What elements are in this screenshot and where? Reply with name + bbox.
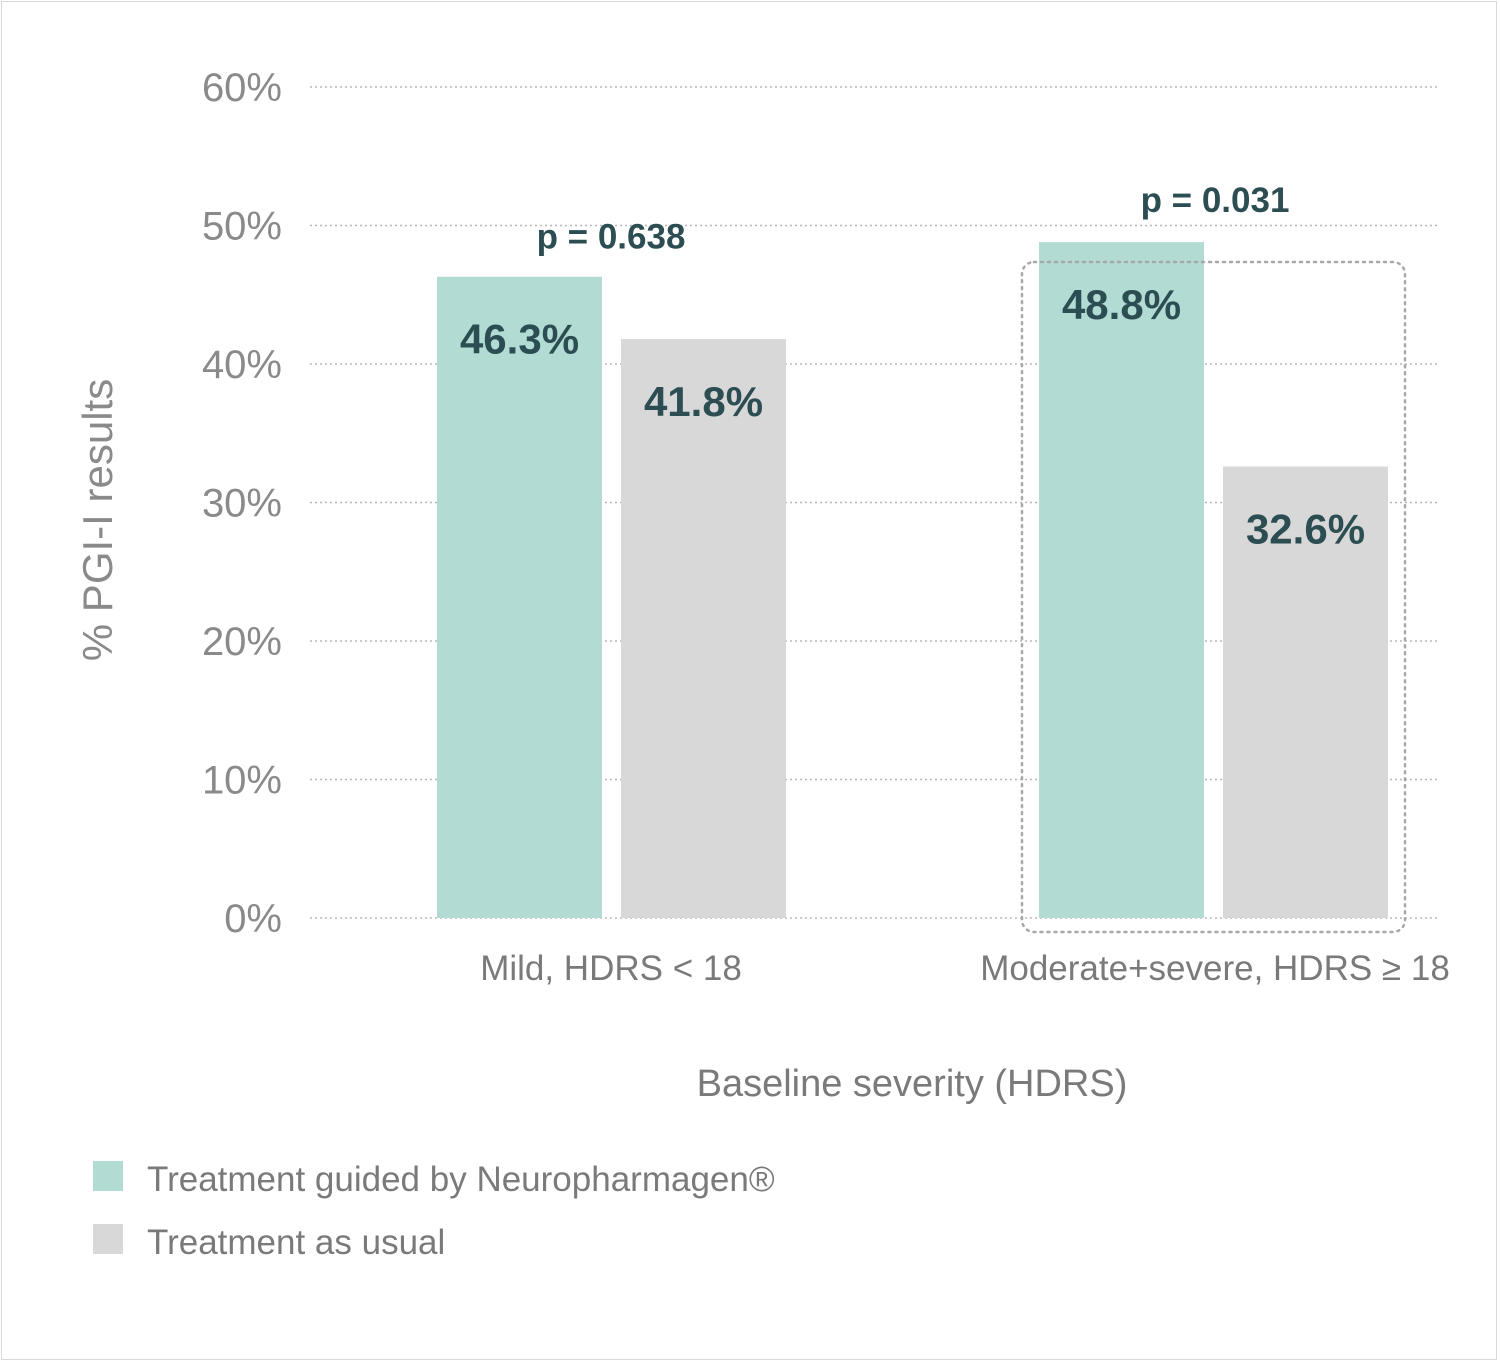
legend-swatch bbox=[93, 1224, 123, 1254]
bar bbox=[1039, 242, 1204, 918]
bars bbox=[93, 242, 1407, 1254]
y-tick-label: 20% bbox=[202, 620, 282, 664]
bar bbox=[437, 276, 602, 918]
y-tick-label: 40% bbox=[202, 343, 282, 387]
bar-value-label: 41.8% bbox=[644, 378, 763, 425]
highlight-box bbox=[1020, 260, 1407, 934]
bar bbox=[621, 339, 786, 918]
y-tick-label: 0% bbox=[224, 897, 282, 941]
chart-text: 0% 10% 20% 30% 40% 50% 60% % PGI-I results 46.3%… bbox=[74, 66, 1450, 1262]
y-axis-label: % PGI-I results bbox=[74, 379, 121, 661]
legend-label: Treatment guided by Neuropharmagen® bbox=[147, 1160, 775, 1199]
y-tick-label: 50% bbox=[202, 205, 282, 249]
x-category-label: Moderate+severe, HDRS ≥ 18 bbox=[980, 949, 1450, 988]
bar bbox=[1223, 466, 1388, 918]
legend-label: Treatment as usual bbox=[147, 1223, 445, 1262]
y-tick-label: 60% bbox=[202, 66, 282, 110]
y-tick-label: 10% bbox=[202, 759, 282, 803]
y-tick-label: 30% bbox=[202, 482, 282, 526]
bar-value-label: 32.6% bbox=[1246, 505, 1365, 552]
bar-value-label: 46.3% bbox=[460, 316, 579, 363]
p-value-annotation: p = 0.638 bbox=[537, 218, 686, 257]
legend-swatch bbox=[93, 1161, 123, 1191]
p-value-annotation: p = 0.031 bbox=[1141, 181, 1290, 220]
bar-value-label: 48.8% bbox=[1062, 281, 1181, 328]
x-category-label: Mild, HDRS < 18 bbox=[480, 949, 742, 988]
x-axis-label: Baseline severity (HDRS) bbox=[697, 1063, 1128, 1105]
